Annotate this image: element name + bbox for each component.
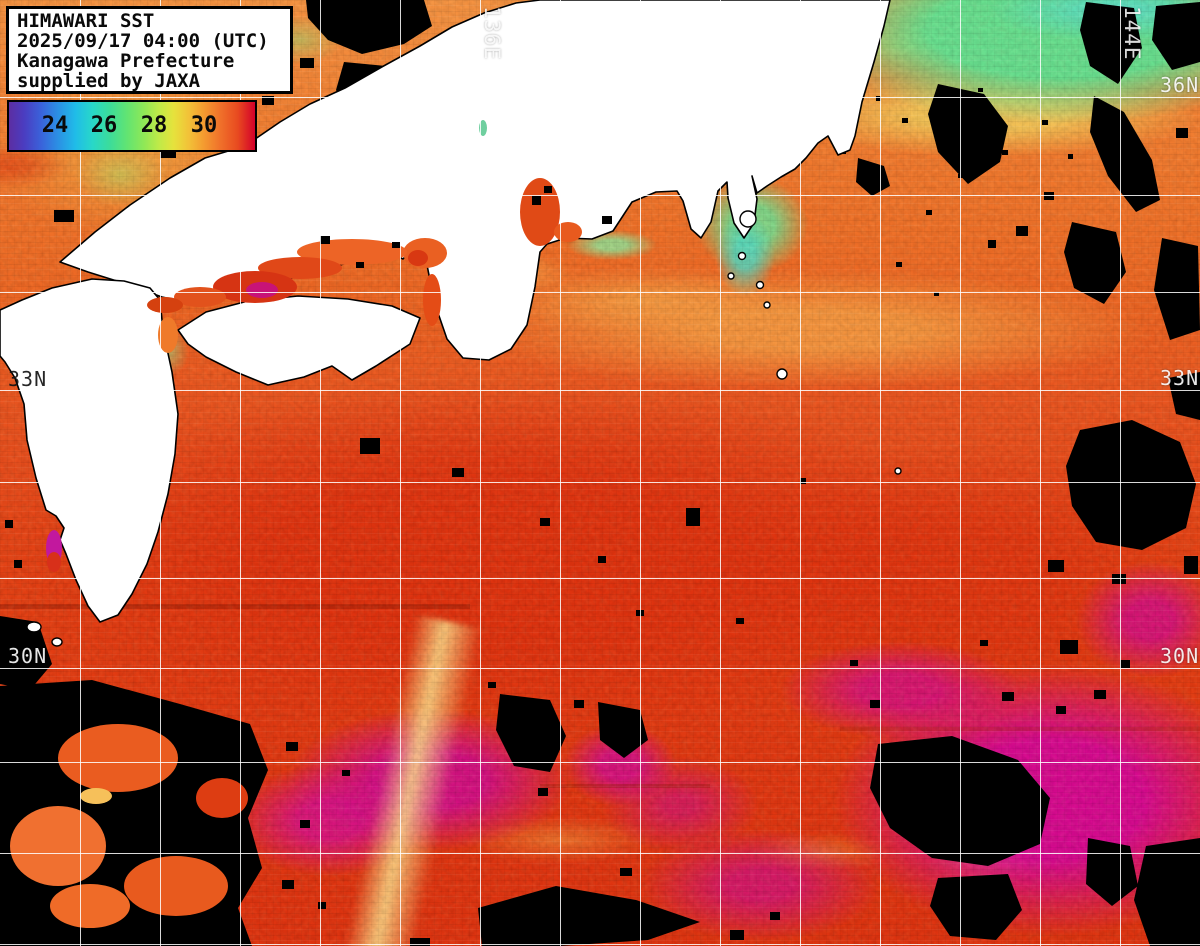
colorbar-tick-24: 24 bbox=[41, 113, 69, 138]
cloud-patch bbox=[598, 702, 648, 758]
island bbox=[776, 368, 788, 380]
cloud-patch bbox=[1080, 2, 1142, 84]
sst-patch bbox=[47, 552, 61, 572]
cloud-patch bbox=[928, 84, 1008, 184]
region-label: Kanagawa Prefecture bbox=[17, 50, 235, 72]
temperature-colorbar: 24 26 28 30 bbox=[7, 100, 257, 152]
cloud-patch bbox=[856, 158, 890, 196]
cloud-patch bbox=[1066, 420, 1196, 550]
sst-patch bbox=[196, 778, 248, 818]
cloud-patch bbox=[478, 886, 700, 946]
cloud-patch bbox=[1154, 238, 1200, 340]
sst-patch bbox=[297, 239, 407, 265]
cloud-patch bbox=[1134, 838, 1200, 946]
sst-patch bbox=[554, 222, 582, 242]
sst-patch bbox=[80, 788, 112, 804]
colorbar-gradient bbox=[9, 102, 255, 150]
title-box: HIMAWARI SST 2025/09/17 04:00 (UTC) Kana… bbox=[6, 6, 293, 94]
sst-patch-bungo-channel bbox=[158, 317, 178, 353]
sst-patch bbox=[258, 257, 342, 279]
island bbox=[763, 301, 771, 309]
sst-patch bbox=[147, 297, 183, 313]
island bbox=[755, 280, 765, 290]
cloud-patch bbox=[1064, 222, 1126, 304]
cloud-patch bbox=[1090, 96, 1160, 212]
sst-patch bbox=[10, 806, 106, 886]
island bbox=[737, 251, 747, 261]
island bbox=[51, 637, 63, 647]
sst-patch bbox=[58, 724, 178, 792]
island bbox=[727, 272, 735, 280]
coastal-cloud-speckles bbox=[320, 186, 612, 268]
colorbar-tick-28: 28 bbox=[140, 113, 168, 138]
sst-patch bbox=[50, 884, 130, 928]
sst-patch-kii-channel bbox=[423, 274, 441, 326]
cloud-patch bbox=[930, 874, 1022, 940]
sea-through-clouds bbox=[10, 724, 248, 928]
island bbox=[26, 621, 42, 633]
inland-sea-water bbox=[46, 120, 582, 572]
cloud-patch bbox=[496, 694, 566, 772]
cloud-patch bbox=[1152, 2, 1200, 70]
sst-patch bbox=[124, 856, 228, 916]
colorbar-tick-26: 26 bbox=[90, 113, 118, 138]
island bbox=[894, 467, 902, 475]
cloud-patch bbox=[0, 616, 52, 690]
lake-biwa bbox=[479, 120, 487, 136]
island-izu-oshima bbox=[739, 210, 757, 228]
datetime-label: 2025/09/17 04:00 (UTC) bbox=[17, 30, 269, 52]
cloud-patch bbox=[1168, 372, 1200, 420]
product-title: HIMAWARI SST bbox=[17, 10, 155, 32]
sst-patch-ise-bay bbox=[520, 178, 560, 246]
colorbar-tick-30: 30 bbox=[190, 113, 218, 138]
sst-patch bbox=[246, 282, 278, 298]
cloud-patch bbox=[1086, 838, 1138, 906]
izu-islands bbox=[26, 210, 902, 647]
credit-label: supplied by JAXA bbox=[17, 70, 201, 92]
sst-patch bbox=[408, 250, 428, 266]
